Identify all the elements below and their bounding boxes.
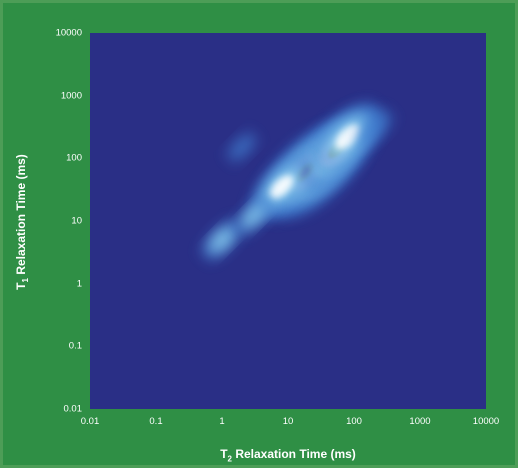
y-tick-label: 10 — [71, 215, 82, 227]
heatmap-peak — [269, 175, 294, 199]
heatmap-peak — [356, 110, 392, 146]
x-tick-label: 10 — [282, 416, 294, 427]
heatmap-peak — [241, 204, 266, 229]
y-axis-label: T1 Relaxation Time (ms) — [13, 154, 31, 290]
x-tick-label: 0.1 — [149, 416, 163, 427]
heatmap-peak — [335, 124, 360, 150]
heatmap-peak — [209, 227, 235, 253]
plot-area — [90, 33, 486, 409]
x-tick-label: 1000 — [409, 416, 431, 427]
y-tick-label: 1 — [76, 278, 82, 290]
y-tick-label: 10000 — [55, 27, 82, 39]
y-tick-label: 0.1 — [68, 340, 82, 352]
x-axis-label: T2 Relaxation Time (ms) — [220, 447, 356, 464]
y-tick-label: 1000 — [60, 90, 82, 102]
y-tick-label: 100 — [66, 152, 82, 164]
x-tick-label: 10000 — [472, 416, 500, 427]
x-tick-label: 1 — [219, 416, 225, 427]
x-tick-label: 0.01 — [80, 416, 100, 427]
y-tick-label: 0.01 — [63, 403, 83, 415]
x-tick-label: 100 — [346, 416, 362, 427]
heatmap-peak — [228, 133, 256, 162]
